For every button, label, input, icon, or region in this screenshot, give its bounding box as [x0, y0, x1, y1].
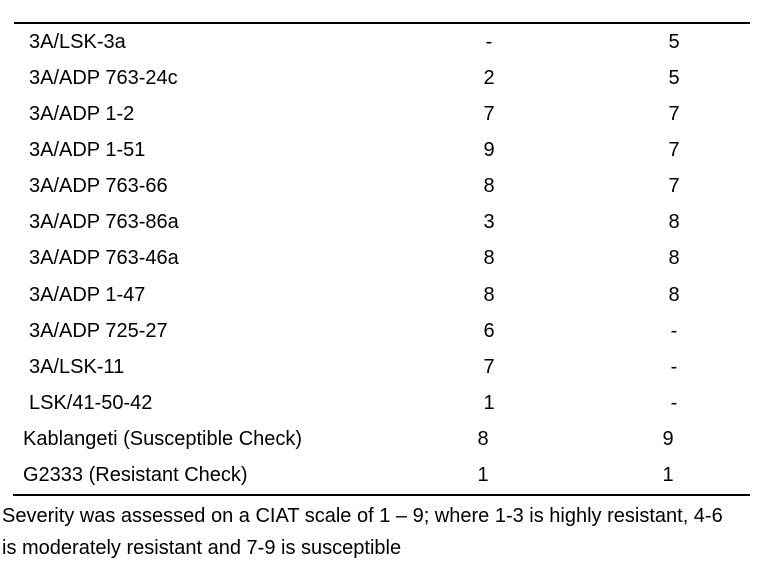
severity-value-2: - — [670, 319, 678, 342]
severity-value-2: 7 — [668, 102, 680, 125]
table-bottom-rule — [13, 494, 750, 496]
genotype-name: 3A/ADP 763-24c — [29, 66, 178, 89]
table-row: 3A/ADP 763-66 8 7 — [0, 169, 778, 205]
footnote-line-2: is moderately resistant and 7-9 is susce… — [2, 536, 402, 559]
severity-value-1: 2 — [483, 66, 495, 89]
table-row: 3A/ADP 763-86a 3 8 — [0, 205, 778, 241]
table-footnote: Severity was assessed on a CIAT scale of… — [2, 501, 778, 564]
footnote-line-1: Severity was assessed on a CIAT scale of… — [2, 505, 723, 527]
severity-value-1: - — [485, 30, 493, 53]
table-top-rule — [14, 22, 750, 24]
table-row: 3A/ADP 1-47 8 8 — [0, 277, 778, 313]
table-row: 3A/LSK-11 7 - — [0, 349, 778, 385]
genotype-name: 3A/ADP 1-47 — [29, 283, 146, 306]
severity-value-1: 1 — [483, 391, 495, 414]
genotype-name: 3A/LSK-11 — [29, 355, 125, 378]
severity-value-1: 3 — [483, 211, 495, 234]
severity-value-1: 8 — [483, 175, 495, 198]
table-row: G2333 (Resistant Check) 1 1 — [0, 458, 778, 494]
table-row: 3A/ADP 1-2 7 7 — [0, 96, 778, 132]
severity-value-1: 6 — [483, 319, 495, 342]
table-row: 3A/ADP 1-51 9 7 — [0, 132, 778, 168]
table-row: 3A/ADP 763-46a 8 8 — [0, 241, 778, 277]
genotype-name: 3A/LSK-3a — [29, 30, 126, 53]
genotype-name: 3A/ADP 763-86a — [29, 211, 179, 234]
severity-value-1: 1 — [477, 464, 489, 487]
severity-value-2: 8 — [668, 247, 680, 270]
table-row: LSK/41-50-42 1 - — [0, 385, 778, 421]
severity-value-2: - — [670, 355, 678, 378]
genotype-name: G2333 (Resistant Check) — [23, 464, 248, 487]
table-row: 3A/LSK-3a - 5 — [0, 24, 778, 60]
table-row: 3A/ADP 763-24c 2 5 — [0, 60, 778, 96]
genotype-name: 3A/ADP 763-46a — [29, 247, 179, 270]
genotype-name: 3A/ADP 1-2 — [29, 102, 135, 125]
severity-value-2: 5 — [668, 30, 680, 53]
severity-value-1: 8 — [477, 428, 489, 451]
severity-value-2: 8 — [668, 283, 680, 306]
severity-value-1: 7 — [483, 355, 495, 378]
severity-value-1: 7 — [483, 102, 495, 125]
severity-value-2: 8 — [668, 211, 680, 234]
severity-value-1: 8 — [483, 247, 495, 270]
genotype-name: 3A/ADP 1-51 — [29, 138, 146, 161]
severity-value-1: 8 — [483, 283, 495, 306]
genotype-name: 3A/ADP 725-27 — [29, 319, 168, 342]
table-row: 3A/ADP 725-27 6 - — [0, 313, 778, 349]
severity-value-2: 7 — [668, 138, 680, 161]
severity-value-2: - — [670, 391, 678, 414]
severity-value-1: 9 — [483, 138, 495, 161]
data-table: 3A/LSK-3a - 5 3A/ADP 763-24c 2 5 3A/ADP … — [0, 24, 778, 494]
severity-value-2: 1 — [662, 464, 674, 487]
genotype-name: 3A/ADP 763-66 — [29, 175, 168, 198]
genotype-name: Kablangeti (Susceptible Check) — [23, 428, 303, 451]
severity-value-2: 5 — [668, 66, 680, 89]
severity-value-2: 9 — [662, 428, 674, 451]
severity-value-2: 7 — [668, 175, 680, 198]
genotype-name: LSK/41-50-42 — [29, 391, 153, 414]
table-row: Kablangeti (Susceptible Check) 8 9 — [0, 422, 778, 458]
